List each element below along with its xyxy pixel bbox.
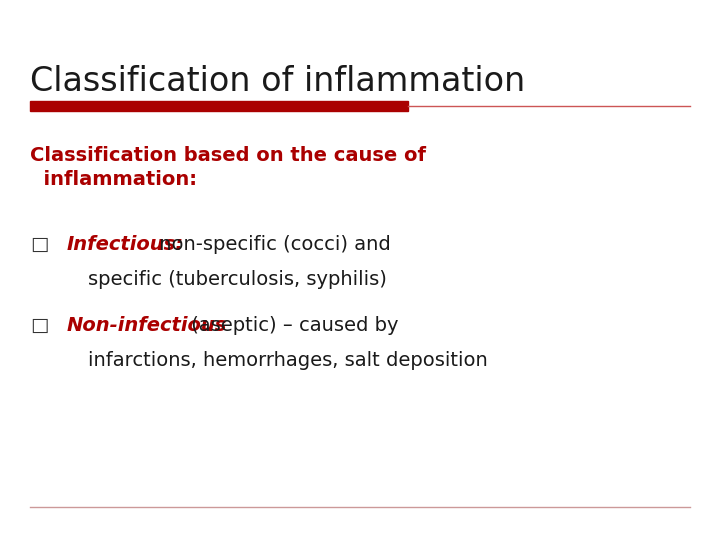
- Text: Classification based on the cause of: Classification based on the cause of: [30, 146, 426, 165]
- Text: specific (tuberculosis, syphilis): specific (tuberculosis, syphilis): [88, 270, 387, 289]
- Bar: [30, 101, 408, 111]
- Text: □: □: [30, 316, 49, 335]
- Text: (aseptic) – caused by: (aseptic) – caused by: [185, 316, 399, 335]
- Text: inflammation:: inflammation:: [30, 170, 197, 189]
- Text: □: □: [30, 235, 49, 254]
- Text: Non-infectious: Non-infectious: [66, 316, 227, 335]
- Text: infarctions, hemorrhages, salt deposition: infarctions, hemorrhages, salt depositio…: [88, 351, 487, 370]
- Text: non-specific (cocci) and: non-specific (cocci) and: [153, 235, 391, 254]
- Text: Infectious:: Infectious:: [66, 235, 183, 254]
- Text: Classification of inflammation: Classification of inflammation: [30, 65, 526, 98]
